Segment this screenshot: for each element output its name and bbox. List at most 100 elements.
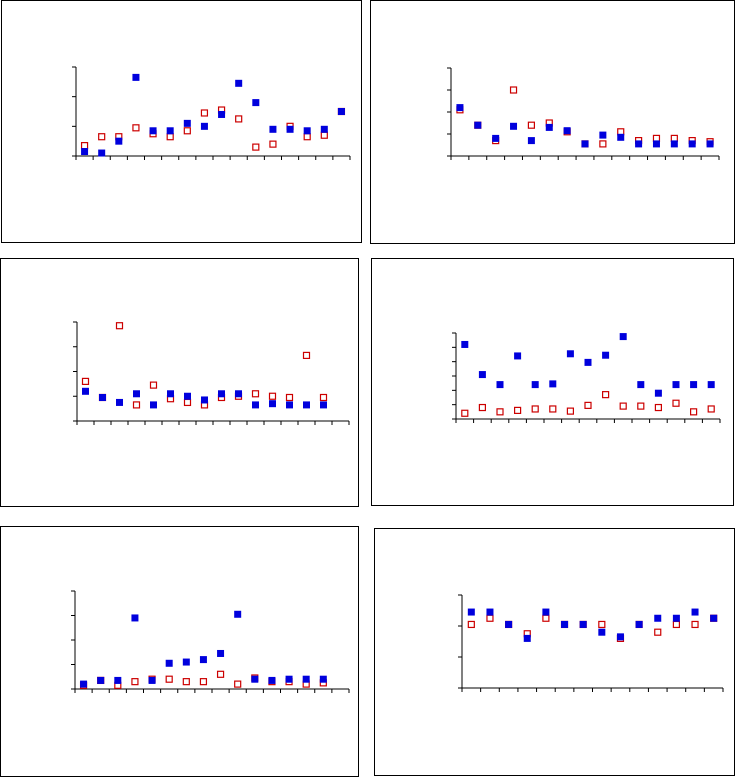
point-open-square (285, 393, 294, 402)
scatter-plot-5 (71, 590, 350, 693)
point-filled-square (505, 620, 513, 628)
scatter-plot-4 (452, 332, 721, 423)
point-filled-square (584, 358, 592, 366)
point-open-square (672, 399, 680, 407)
point-filled-square (549, 380, 557, 388)
point-open-square (132, 124, 140, 132)
point-filled-square (184, 392, 191, 400)
point-filled-square (690, 381, 698, 389)
point-open-square (320, 131, 328, 139)
point-filled-square (97, 676, 105, 684)
point-filled-square (182, 658, 190, 666)
point-filled-square (98, 149, 106, 157)
point-filled-square (218, 110, 226, 118)
point-filled-square (286, 401, 293, 409)
point-open-square (268, 392, 277, 400)
point-open-square (234, 680, 242, 688)
point-open-square (252, 143, 260, 151)
point-filled-square (598, 628, 606, 636)
point-filled-square (579, 620, 587, 628)
point-open-square (602, 391, 610, 399)
point-open-square (199, 678, 208, 686)
point-filled-square (467, 608, 475, 616)
chart-panel-4 (371, 258, 734, 506)
chart-panel-1 (1, 0, 362, 243)
point-open-square (216, 670, 225, 678)
point-filled-square (617, 133, 625, 141)
point-open-square (599, 140, 607, 148)
point-filled-square (200, 122, 208, 130)
point-filled-square (252, 401, 259, 409)
point-filled-square (235, 390, 242, 398)
point-filled-square (251, 675, 259, 683)
point-open-square (549, 405, 557, 413)
point-filled-square (148, 676, 156, 684)
chart-panel-3 (0, 258, 359, 507)
point-filled-square (303, 127, 311, 135)
scatter-plot-1 (72, 66, 351, 160)
point-open-square (527, 121, 535, 129)
chart-panel-5 (0, 526, 359, 777)
point-open-square (115, 322, 124, 330)
point-filled-square (114, 676, 122, 684)
point-filled-square (201, 396, 208, 404)
point-filled-square (234, 610, 242, 618)
point-filled-square (545, 123, 553, 131)
point-filled-square (217, 649, 225, 657)
point-filled-square (132, 73, 140, 81)
scatter-plot-3 (73, 321, 350, 425)
point-filled-square (514, 352, 522, 360)
point-filled-square (654, 614, 662, 622)
point-open-square (303, 133, 311, 141)
point-filled-square (531, 381, 539, 389)
point-filled-square (320, 125, 328, 133)
point-filled-square (707, 381, 715, 389)
point-filled-square (654, 389, 662, 397)
point-filled-square (268, 676, 276, 684)
point-filled-square (566, 350, 574, 358)
point-filled-square (269, 125, 277, 133)
point-open-square (690, 408, 698, 416)
point-open-square (654, 628, 662, 636)
point-open-square (166, 133, 174, 141)
point-filled-square (652, 140, 660, 148)
point-filled-square (706, 140, 714, 148)
point-filled-square (99, 393, 106, 401)
point-filled-square (637, 381, 645, 389)
point-filled-square (581, 140, 589, 148)
point-open-square (182, 678, 190, 686)
point-filled-square (116, 398, 123, 406)
point-open-square (132, 401, 141, 409)
point-filled-square (496, 381, 504, 389)
point-open-square (598, 620, 606, 629)
point-filled-square (269, 400, 276, 408)
point-filled-square (150, 401, 157, 409)
point-open-square (269, 140, 277, 148)
point-filled-square (461, 340, 469, 348)
scatter-plot-6 (458, 594, 724, 692)
point-open-square (165, 675, 173, 683)
point-filled-square (710, 614, 718, 622)
point-open-square (637, 402, 645, 410)
point-filled-square (82, 387, 89, 395)
point-open-square (672, 620, 680, 629)
point-filled-square (599, 131, 607, 139)
point-filled-square (199, 656, 207, 664)
point-filled-square (286, 125, 294, 133)
point-filled-square (165, 659, 173, 667)
point-filled-square (563, 127, 571, 135)
chart-panel-2 (370, 0, 735, 244)
point-open-square (319, 393, 328, 402)
point-filled-square (474, 121, 482, 129)
point-filled-square (672, 381, 680, 389)
point-filled-square (303, 401, 310, 409)
point-open-square (514, 406, 522, 414)
point-filled-square (492, 134, 500, 142)
point-open-square (531, 405, 539, 413)
point-open-square (566, 407, 574, 415)
point-filled-square (167, 390, 174, 398)
point-filled-square (670, 140, 678, 148)
point-filled-square (285, 675, 293, 683)
point-open-square (80, 142, 89, 150)
point-open-square (251, 390, 260, 398)
